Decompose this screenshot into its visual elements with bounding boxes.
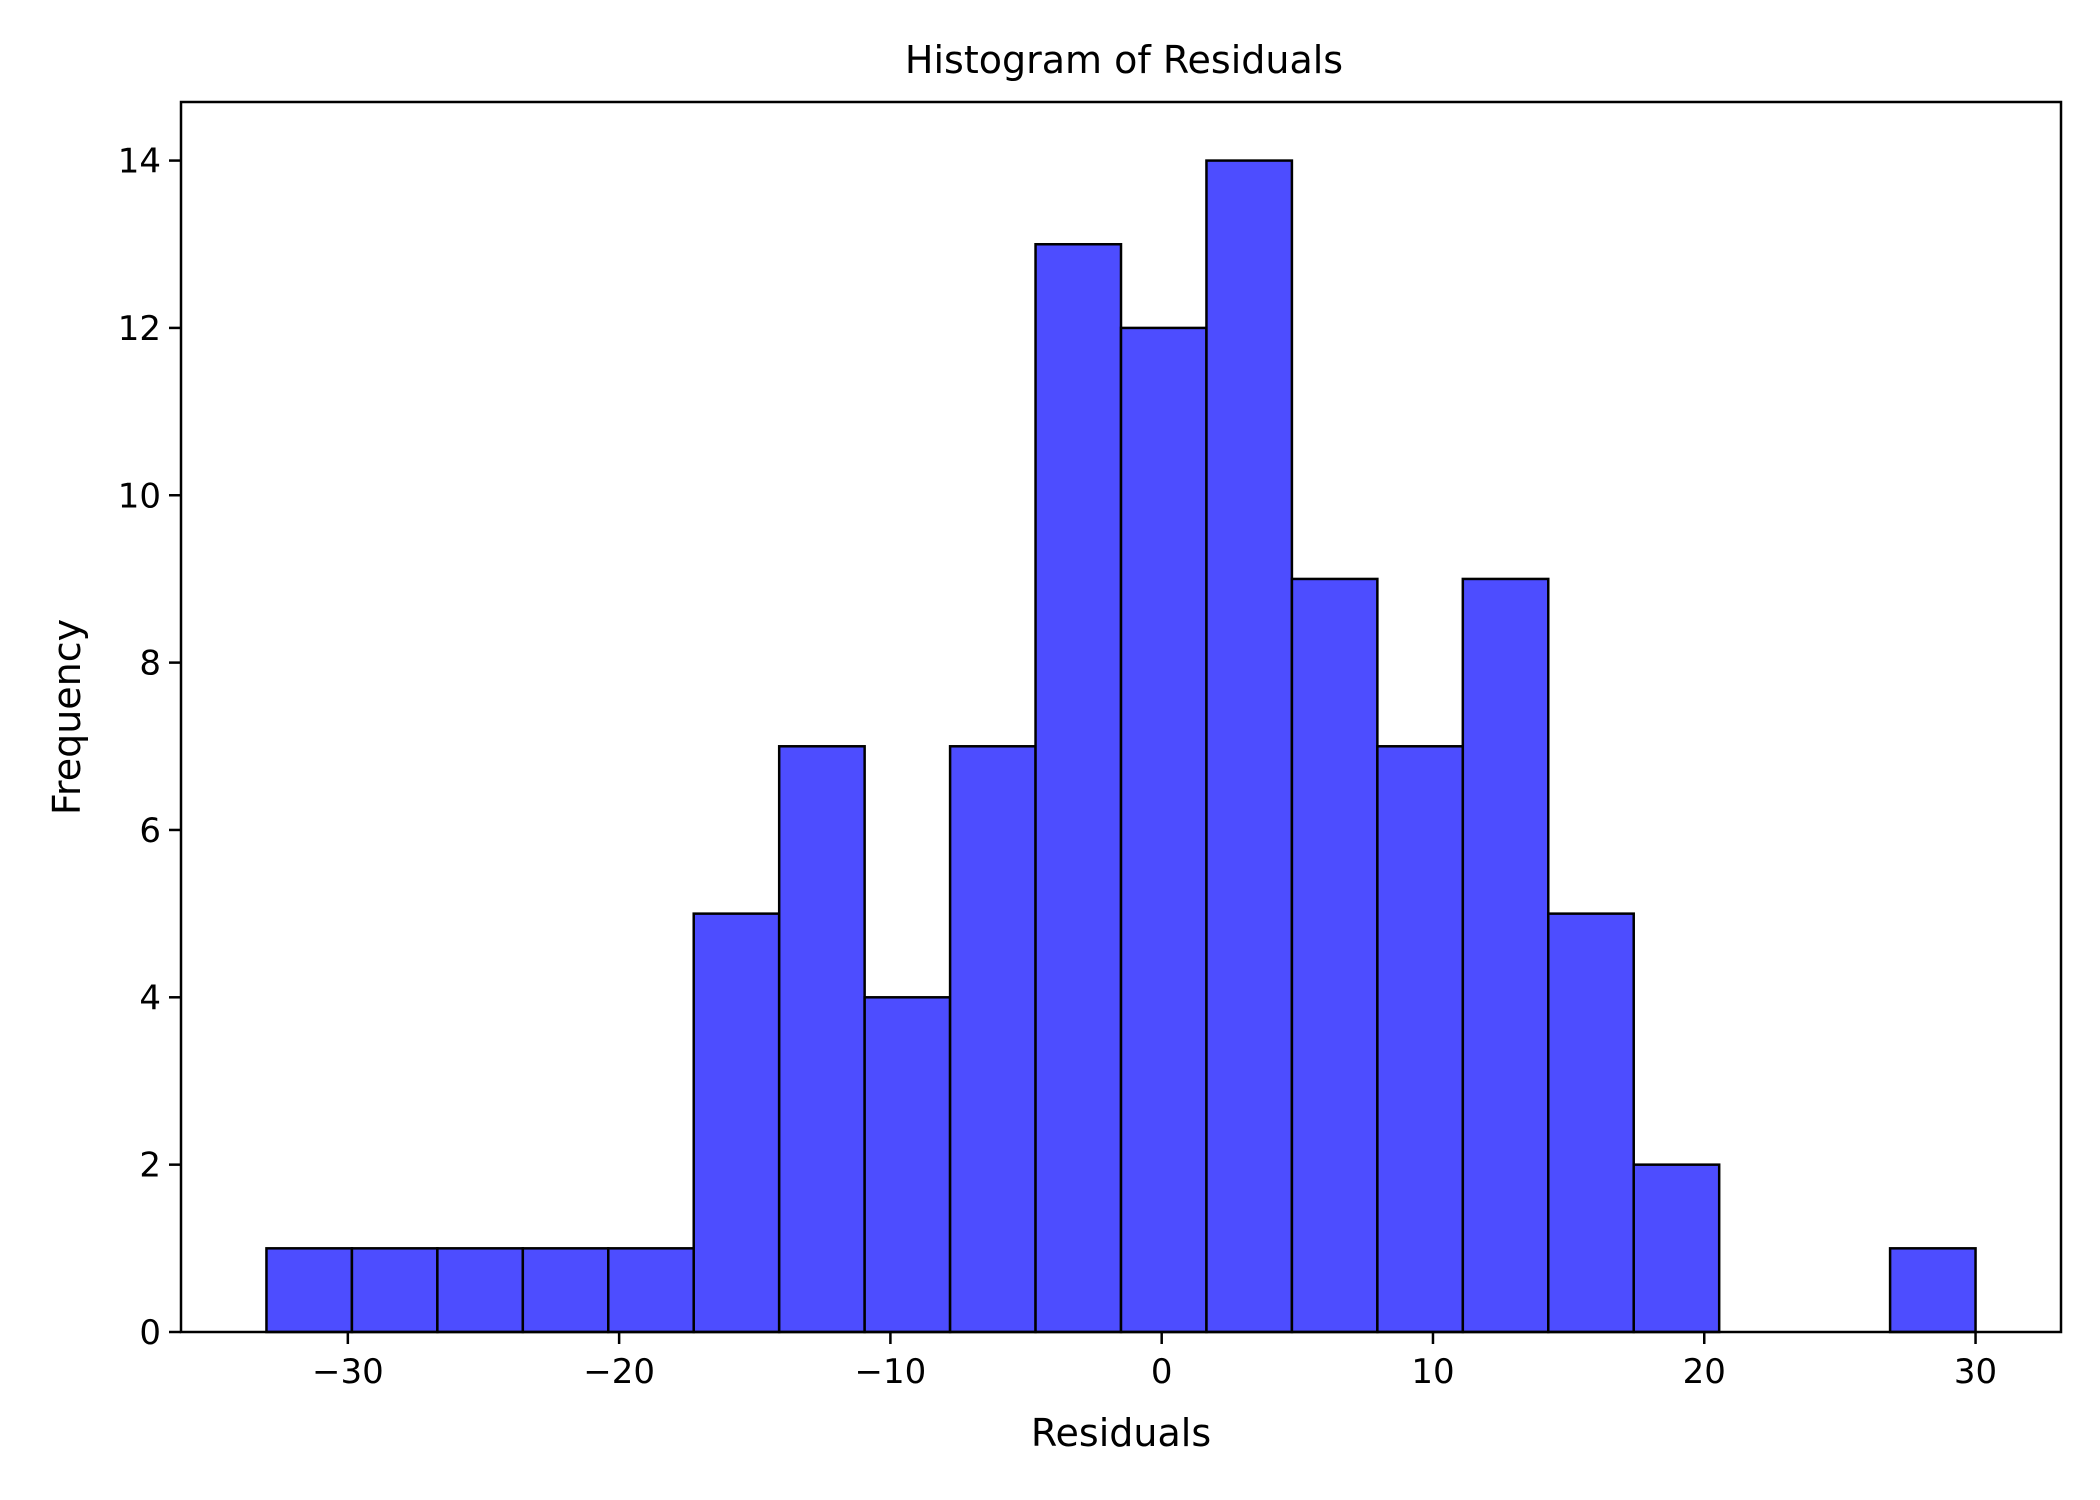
y-tick-label: 2 xyxy=(139,1146,161,1186)
x-tick-label: 20 xyxy=(1683,1352,1726,1392)
y-tick-label: 0 xyxy=(139,1313,161,1353)
histogram-bar xyxy=(1632,1163,1721,1334)
x-tick-label: −10 xyxy=(855,1352,927,1392)
y-tick-label: 12 xyxy=(118,309,161,349)
x-tick-label: 10 xyxy=(1411,1352,1454,1392)
histogram-bar xyxy=(350,1247,439,1334)
y-tick-label: 14 xyxy=(118,142,161,182)
y-tick-label: 10 xyxy=(118,476,161,516)
histogram-bar xyxy=(1888,1247,1977,1334)
x-tick-label: −30 xyxy=(312,1352,384,1392)
chart-title: Histogram of Residuals xyxy=(905,38,1343,82)
y-tick-label: 8 xyxy=(139,644,161,684)
histogram-bar xyxy=(863,996,952,1334)
histogram-bar xyxy=(1547,912,1635,1334)
histogram-bar xyxy=(436,1247,525,1334)
histogram-bar xyxy=(1290,577,1379,1334)
histogram-bar xyxy=(1034,242,1123,1334)
histogram-bar xyxy=(948,745,1037,1334)
plot-frame xyxy=(179,100,2063,1334)
y-tick-label: 6 xyxy=(139,811,161,851)
histogram-bar xyxy=(777,745,866,1334)
x-axis-ticks: −30 −20 −10 0 10 20 30 xyxy=(312,1332,1997,1392)
histogram-bar xyxy=(1461,577,1550,1334)
x-axis-label: Residuals xyxy=(1031,1411,1211,1455)
bars-group xyxy=(265,159,1977,1334)
x-tick-label: 30 xyxy=(1954,1352,1997,1392)
histogram-bar xyxy=(521,1247,610,1334)
histogram-bar xyxy=(1376,745,1465,1334)
y-axis-ticks: 0 2 4 6 8 10 12 14 xyxy=(118,142,181,1353)
x-tick-label: −20 xyxy=(583,1352,655,1392)
y-tick-label: 4 xyxy=(139,978,161,1018)
y-axis-label: Frequency xyxy=(45,619,89,815)
histogram-bar xyxy=(607,1247,695,1334)
histogram-bar xyxy=(1205,159,1294,1334)
histogram-bar xyxy=(265,1247,354,1334)
histogram-bar xyxy=(692,912,781,1334)
histogram-bar xyxy=(1119,326,1208,1334)
x-tick-label: 0 xyxy=(1151,1352,1173,1392)
